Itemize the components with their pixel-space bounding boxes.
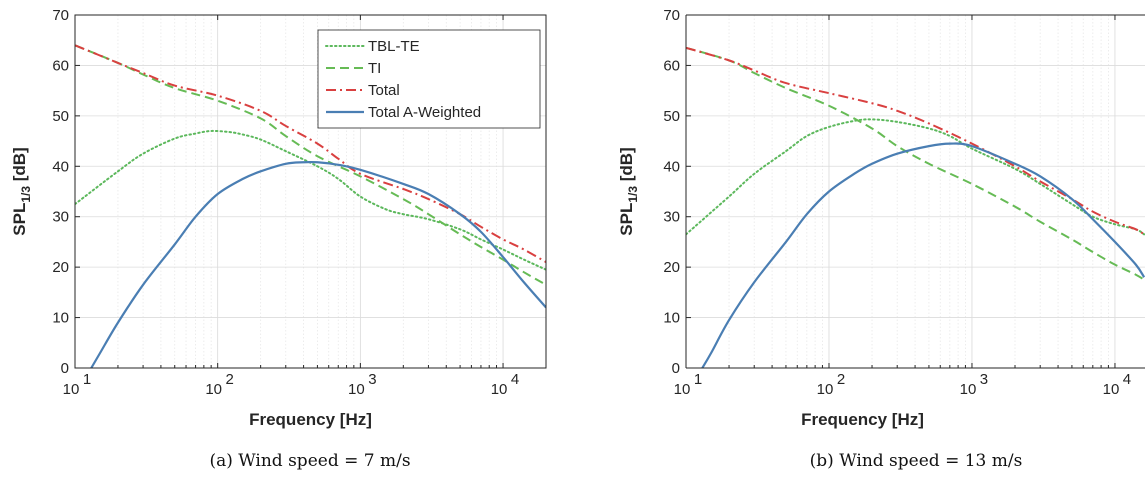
y-tick-label: 50 <box>52 108 69 125</box>
y-tick-label: 50 <box>663 108 680 125</box>
x-tick-exponent: 1 <box>83 371 91 388</box>
y-tick-label: 70 <box>52 7 69 24</box>
y-tick-label: 20 <box>663 259 680 276</box>
grid <box>686 15 1145 368</box>
x-tick-exponent: 4 <box>1123 371 1131 388</box>
y-tick-label: 70 <box>663 7 680 24</box>
y-tick-label: 60 <box>52 57 69 74</box>
legend-label: Total A-Weighted <box>368 104 481 121</box>
x-tick-exponent: 1 <box>694 371 702 388</box>
x-tick-label: 10 <box>817 381 834 398</box>
y-axis-label-subscript: 1/3 <box>626 186 640 203</box>
y-axis-label-unit: [dB] <box>10 147 29 186</box>
series-group <box>686 46 1145 368</box>
x-axis-label: Frequency [Hz] <box>249 410 372 429</box>
y-axis-label-main: SPL <box>10 203 29 236</box>
x-tick-exponent: 2 <box>226 371 234 388</box>
ti-line <box>75 44 546 286</box>
x-tick-label: 10 <box>491 381 508 398</box>
y-tick-label: 60 <box>663 57 680 74</box>
y-tick-label: 30 <box>52 209 69 226</box>
y-tick-label: 30 <box>663 209 680 226</box>
series-group <box>75 44 546 368</box>
x-tick-label: 10 <box>205 381 222 398</box>
subfigure-caption: (b) Wind speed = 13 m/s <box>810 451 1023 471</box>
y-axis-label: SPL1/3 [dB] <box>617 147 640 235</box>
legend-label: TI <box>368 60 381 77</box>
y-tick-label: 40 <box>52 158 69 175</box>
series-1-line <box>686 118 1145 236</box>
subfigure-caption: (a) Wind speed = 7 m/s <box>209 451 410 471</box>
y-axis-label-unit: [dB] <box>617 147 636 186</box>
legend-label: Total <box>368 82 400 99</box>
y-axis-label: SPL1/3 [dB] <box>10 147 33 235</box>
y-tick-label: 0 <box>61 360 69 377</box>
series-3-line <box>686 46 1145 236</box>
x-tick-label: 10 <box>960 381 977 398</box>
y-tick-label: 20 <box>52 259 69 276</box>
y-tick-label: 10 <box>663 310 680 327</box>
series-4-line <box>701 142 1145 368</box>
x-tick-label: 10 <box>1103 381 1120 398</box>
total-a-weighted-line <box>90 160 546 368</box>
y-tick-label: 40 <box>663 158 680 175</box>
x-tick-exponent: 3 <box>368 371 376 388</box>
grid <box>75 15 546 368</box>
x-tick-exponent: 3 <box>980 371 988 388</box>
tbl-te-line <box>75 129 546 271</box>
y-axis-label-main: SPL <box>617 203 636 236</box>
plot-background <box>686 15 1145 368</box>
legend: TBL-TE TI Total Total A-Weighted <box>317 29 541 129</box>
x-tick-exponent: 4 <box>511 371 519 388</box>
x-axis-label: Frequency [Hz] <box>801 410 924 429</box>
plot-frame <box>74 14 547 369</box>
series-2-line <box>686 46 1145 281</box>
x-tick-exponent: 2 <box>837 371 845 388</box>
legend-label: TBL-TE <box>368 38 420 55</box>
y-tick-label: 0 <box>672 360 680 377</box>
y-tick-label: 10 <box>52 310 69 327</box>
x-tick-label: 10 <box>63 381 80 398</box>
x-tick-label: 10 <box>348 381 365 398</box>
total-line <box>75 44 546 263</box>
x-tick-label: 10 <box>674 381 691 398</box>
y-axis-label-subscript: 1/3 <box>19 186 33 203</box>
